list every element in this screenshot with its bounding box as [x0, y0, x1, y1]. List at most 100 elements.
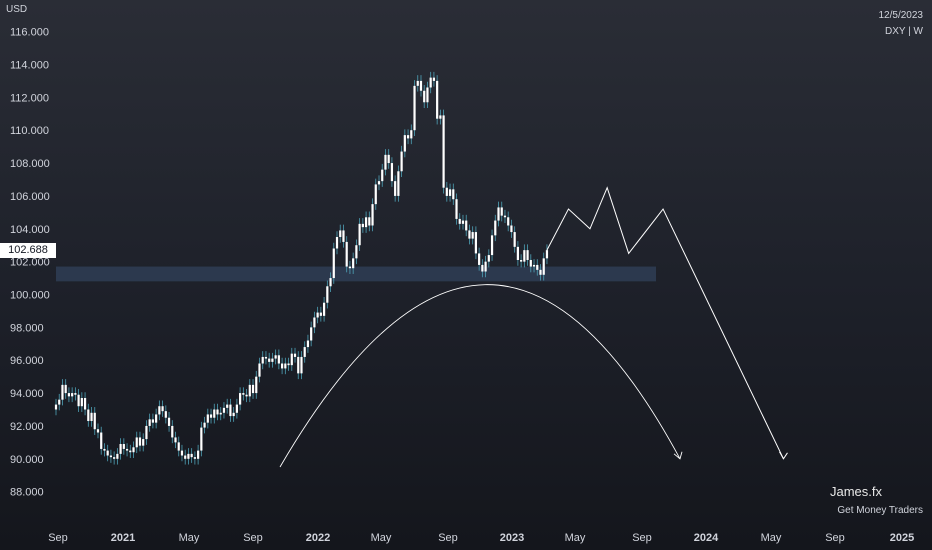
candle-body [387, 154, 390, 164]
candle-body [77, 394, 80, 407]
candle-body [436, 80, 439, 119]
candle-body [500, 207, 503, 216]
candle-body [258, 363, 261, 377]
y-tick-label: 116.000 [10, 27, 49, 39]
candle-body [329, 278, 332, 287]
candle-body [332, 248, 335, 279]
candle-body [348, 266, 352, 269]
x-tick-label: Sep [243, 532, 263, 544]
candle-body [122, 444, 125, 449]
y-tick-label: 106.000 [10, 191, 50, 203]
candle-body [74, 393, 77, 395]
candle-body [155, 414, 158, 423]
candle-body [423, 90, 426, 103]
x-tick-label: 2025 [890, 532, 914, 544]
y-tick-label: 110.000 [10, 125, 49, 137]
candle-body [494, 220, 497, 236]
candle-body [371, 204, 374, 226]
candle-body [58, 399, 61, 405]
candle-body [293, 353, 297, 357]
candle-body [326, 286, 329, 303]
candle-body [197, 450, 200, 459]
candle-body [235, 404, 238, 413]
candle-body [516, 246, 519, 260]
candle-body [103, 448, 106, 451]
candle-body [87, 409, 90, 422]
x-tick-label: May [565, 532, 586, 544]
candle-body [132, 447, 135, 453]
candle-body [184, 455, 187, 459]
candle-body [322, 302, 326, 316]
candle-body [497, 207, 500, 221]
chart-date: 12/5/2023 [878, 10, 924, 21]
candle-body [129, 450, 132, 453]
candle-body [142, 439, 145, 446]
candle-body [232, 412, 235, 417]
x-tick-label: Sep [632, 532, 652, 544]
candle-body [419, 80, 423, 91]
candle-body [274, 355, 277, 359]
y-tick-label: 98.000 [10, 322, 44, 334]
candle-body [222, 407, 226, 413]
candle-body [339, 230, 342, 237]
candle-body [461, 220, 465, 224]
rounding-arc [279, 284, 681, 468]
candle-body [458, 218, 461, 224]
projection-arrowhead [779, 451, 788, 460]
x-tick-label: 2023 [500, 532, 524, 544]
x-tick-label: Sep [48, 532, 68, 544]
support-zone [56, 266, 656, 282]
candle-body [416, 80, 419, 86]
candle-body [219, 412, 222, 415]
candle-body [145, 425, 148, 440]
candle-body [264, 356, 268, 359]
candle-body [206, 414, 209, 423]
candle-body [439, 115, 442, 119]
candle-body [381, 169, 384, 182]
candle-body [520, 259, 523, 262]
candle-body [368, 217, 371, 226]
candle-body [174, 437, 177, 443]
candle-body [310, 327, 313, 341]
candle-body [542, 258, 545, 275]
candle-body [465, 220, 468, 231]
candle-body [187, 453, 190, 459]
candle-body [109, 455, 113, 458]
candle-body [164, 411, 167, 418]
candle-body [413, 85, 416, 131]
y-tick-label: 102.000 [10, 257, 50, 269]
x-tick-label: 2021 [111, 532, 135, 544]
y-tick-label: 112.000 [10, 92, 49, 104]
y-tick-label: 114.000 [10, 59, 49, 71]
candle-body [284, 363, 287, 369]
y-tick-label: 88.000 [10, 487, 44, 499]
candle-body [313, 317, 316, 328]
candle-body [193, 457, 196, 459]
candle-body [242, 393, 245, 395]
candle-body [377, 181, 381, 185]
candle-body [54, 404, 58, 410]
candle-body [239, 393, 242, 405]
candle-body [90, 412, 93, 422]
candle-body [200, 427, 203, 451]
current-price-label: 102.688 [0, 243, 56, 258]
candle-body [474, 232, 477, 254]
arc-arrowhead [673, 451, 683, 460]
candle-body [442, 115, 445, 188]
candle-body [271, 358, 274, 362]
candle-body [106, 450, 109, 456]
candle-body [177, 442, 180, 451]
y-tick-label: 94.000 [10, 388, 44, 400]
candle-body [306, 340, 310, 348]
candle-body [213, 409, 216, 418]
y-tick-label: 92.000 [10, 421, 44, 433]
candle-body [529, 259, 532, 267]
candle-body [93, 412, 96, 430]
candle-body [429, 77, 432, 88]
candle-body [116, 453, 119, 459]
candle-body [455, 199, 458, 219]
candle-body [300, 356, 303, 374]
candle-body [364, 217, 368, 228]
candle-body [468, 230, 471, 239]
